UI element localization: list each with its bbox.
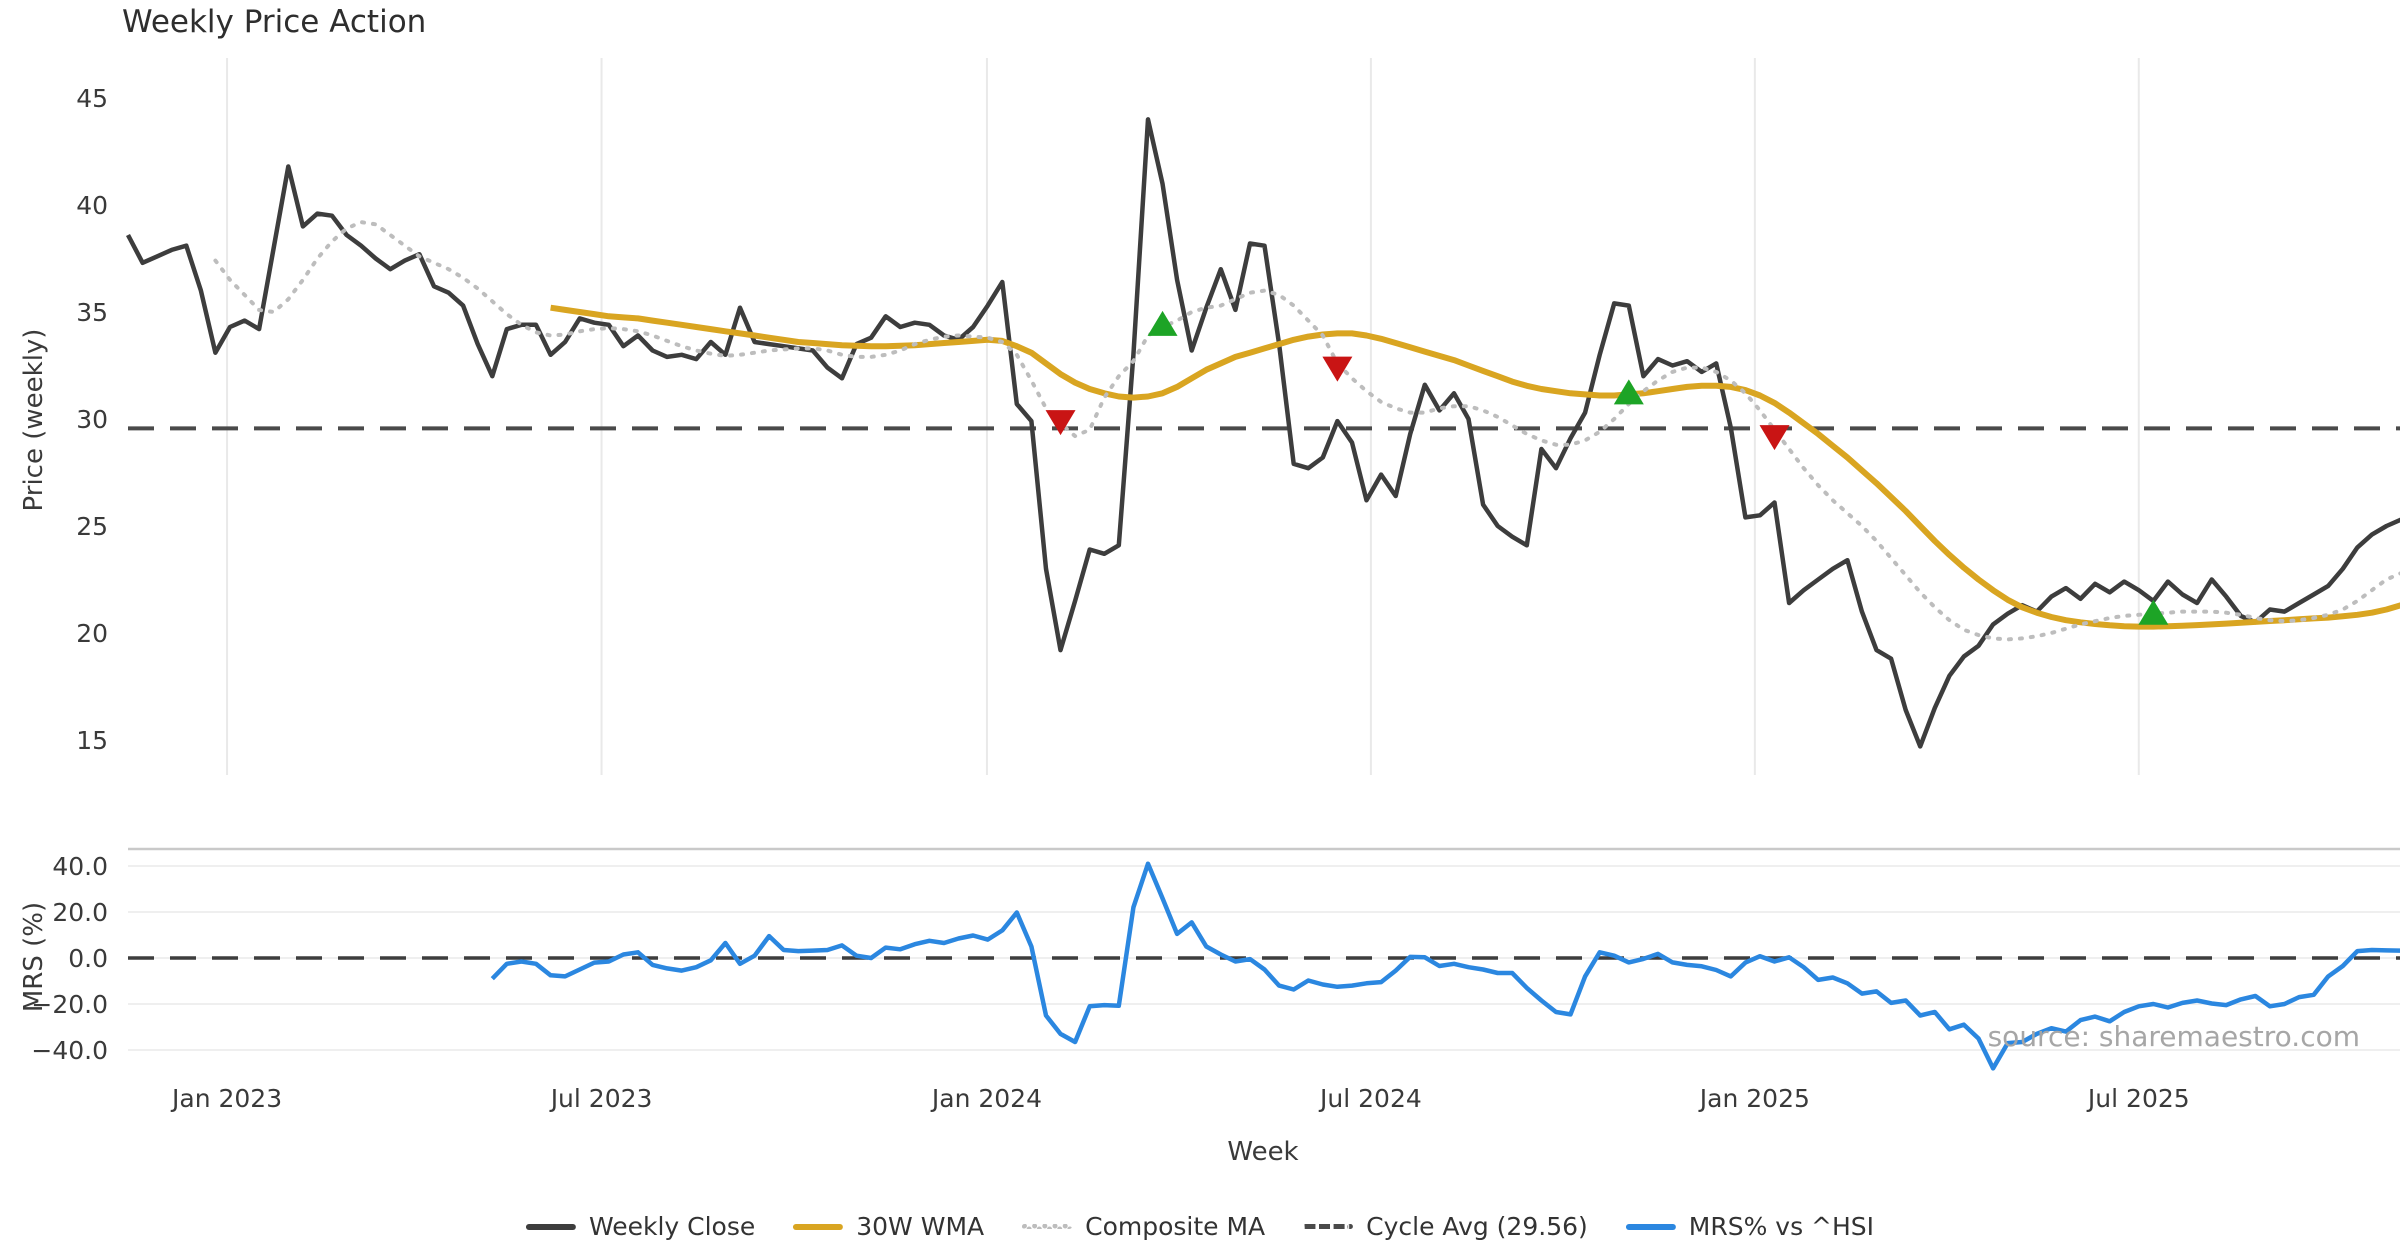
mrs-tick-label: 20.0: [52, 898, 108, 927]
x-tick-label: Jul 2023: [549, 1084, 653, 1113]
sell-signal-marker: [1322, 356, 1353, 382]
legend-swatch-cycle-avg-icon: [1303, 1224, 1354, 1229]
legend-swatch-mrs-icon: [1625, 1223, 1676, 1230]
price-tick-label: 15: [76, 726, 108, 755]
sell-signal-marker: [1759, 425, 1790, 451]
buy-signal-marker: [1147, 310, 1178, 336]
price-axis-label: Price (weekly): [19, 328, 49, 512]
composite-ma-line: [213, 220, 2400, 642]
x-tick-label: Jul 2024: [1318, 1084, 1422, 1113]
x-tick-label: Jan 2025: [1698, 1084, 1810, 1113]
mrs-tick-label: 0.0: [68, 944, 108, 973]
legend-label-cycle-avg: Cycle Avg (29.56): [1366, 1212, 1588, 1241]
legend-item-composite-ma: Composite MA: [1022, 1212, 1265, 1241]
x-tick-label: Jul 2025: [2086, 1084, 2190, 1113]
mrs-tick-label: 40.0: [52, 852, 108, 881]
legend-swatch-composite-ma-icon: [1022, 1224, 1073, 1229]
legend-label-composite-ma: Composite MA: [1085, 1212, 1266, 1241]
sell-signal-marker: [1045, 410, 1076, 436]
buy-signal-marker: [2138, 599, 2169, 625]
price-tick-label: 45: [76, 84, 108, 113]
30w-wma-line: [550, 304, 2400, 630]
x-tick-label: Jan 2024: [930, 1084, 1042, 1113]
mrs-tick-label: −40.0: [31, 1036, 108, 1065]
source-watermark: source: sharemaestro.com: [1987, 1020, 2360, 1053]
price-tick-label: 25: [76, 512, 108, 541]
legend-swatch-weekly-close-icon: [525, 1223, 576, 1230]
legend-label-wma: 30W WMA: [856, 1212, 985, 1241]
weekly-close-line: [126, 117, 2400, 749]
legend-swatch-wma-icon: [793, 1223, 844, 1230]
chart-legend: Weekly Close 30W WMA Composite MA Cycle Avg…: [525, 1212, 1875, 1241]
chart-title: Weekly Price Action: [122, 4, 427, 40]
legend-item-wma: 30W WMA: [793, 1212, 984, 1241]
mrs-tick-label: −20.0: [31, 990, 108, 1019]
legend-item-cycle-avg: Cycle Avg (29.56): [1303, 1212, 1588, 1241]
price-tick-label: 40: [76, 191, 108, 220]
legend-item-mrs: MRS% vs ^HSI: [1625, 1212, 1875, 1241]
buy-signal-marker: [1613, 379, 1644, 405]
x-axis-label: Week: [1227, 1137, 1299, 1167]
legend-label-weekly-close: Weekly Close: [588, 1212, 756, 1241]
mrs-vs-hsi-line: [490, 861, 2400, 1071]
mrs-axis-label: MRS (%): [19, 901, 49, 1013]
x-tick-label: Jan 2023: [170, 1084, 282, 1113]
price-tick-label: 30: [76, 405, 108, 434]
price-tick-label: 20: [76, 619, 108, 648]
legend-label-mrs: MRS% vs ^HSI: [1688, 1212, 1875, 1241]
price-tick-label: 35: [76, 298, 108, 327]
legend-item-weekly-close: Weekly Close: [525, 1212, 756, 1241]
